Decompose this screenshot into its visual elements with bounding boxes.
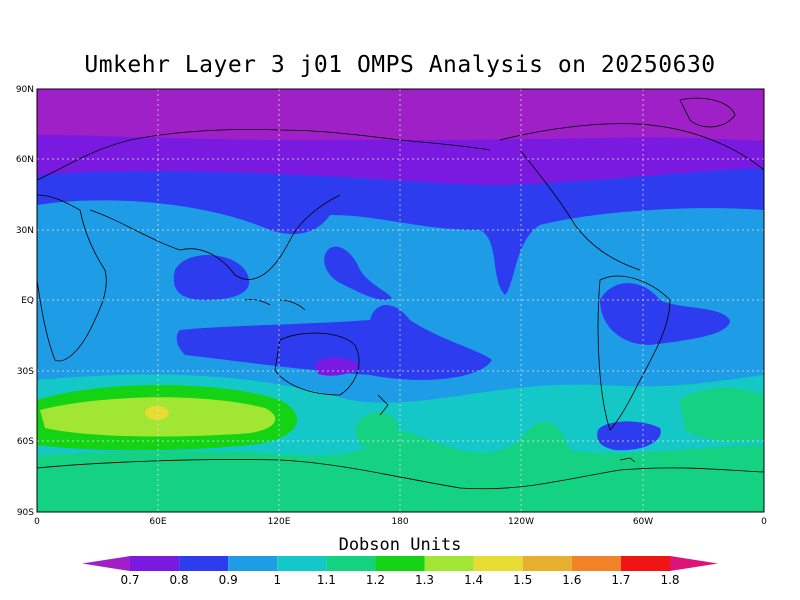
colorbar-swatch xyxy=(179,556,229,571)
colorbar-left-triangle xyxy=(82,556,130,571)
colorbar-swatch xyxy=(326,556,376,571)
colorbar-swatch xyxy=(522,556,572,571)
zone-indian-max-peak xyxy=(145,406,169,420)
coastlines xyxy=(37,97,764,490)
colorbar-tick-label: 0.9 xyxy=(219,573,238,587)
colorbar-tick-label: 1.7 xyxy=(611,573,630,587)
colorbar-tick-label: 1.6 xyxy=(562,573,581,587)
colorbar-swatch xyxy=(424,556,474,571)
zone-south-polar xyxy=(37,421,764,512)
lat-tick-label: 60N xyxy=(16,155,34,165)
colorbar-swatch xyxy=(571,556,621,571)
lon-tick-label: 120W xyxy=(508,517,534,527)
colorbar-swatch xyxy=(130,556,180,571)
zone-drake-lobe xyxy=(597,421,661,451)
lat-tick-label: 30S xyxy=(17,367,34,377)
plot-frame xyxy=(36,88,765,513)
lon-tick-label: 60W xyxy=(633,517,653,527)
lon-tick-label: 60E xyxy=(149,517,166,527)
colorbar-tick-label: 1.8 xyxy=(660,573,679,587)
colorbar-tick-label: 1.4 xyxy=(464,573,483,587)
zone-south-america-lobe xyxy=(600,283,730,345)
zone-south-pacific-bump xyxy=(355,412,399,447)
colorbar-label: Dobson Units xyxy=(338,535,462,555)
lat-tick-label: 90N xyxy=(16,85,34,95)
lat-tick-label: EQ xyxy=(21,296,34,306)
zone-asia-lobe xyxy=(173,255,250,300)
zone-nw-pacific-lobe xyxy=(324,246,392,300)
zone-north-polar xyxy=(37,89,764,141)
lon-tick-label: 0 xyxy=(761,517,767,527)
lat-tick-label: 90S xyxy=(17,508,34,518)
colorbar-tick-label: 1.1 xyxy=(317,573,336,587)
map-title: Umkehr Layer 3 j01 OMPS Analysis on 2025… xyxy=(84,52,716,78)
lon-tick-label: 120E xyxy=(268,517,291,527)
contour-field xyxy=(37,89,764,512)
colorbar-tick-label: 1 xyxy=(273,573,281,587)
colorbar-tick-label: 0.8 xyxy=(170,573,189,587)
colorbar-swatch xyxy=(277,556,327,571)
lon-tick-label: 0 xyxy=(34,517,40,527)
zone-south-indian-band xyxy=(176,305,492,380)
colorbar-tick-label: 1.3 xyxy=(415,573,434,587)
colorbar-swatch xyxy=(228,556,278,571)
lon-axis: 0 60E 120E 180 120W 60W 0 xyxy=(34,517,767,527)
colorbar-swatch xyxy=(620,556,670,571)
lon-tick-label: 180 xyxy=(391,517,408,527)
colorbar-tick-label: 1.2 xyxy=(366,573,385,587)
colorbar-swatch xyxy=(375,556,425,571)
gridlines xyxy=(37,89,764,512)
colorbar: 0.7 0.8 0.9 1 1.1 1.2 1.3 1.4 1.5 1.6 1.7 1.8 xyxy=(82,556,718,587)
lat-tick-label: 60S xyxy=(17,437,34,447)
lat-axis: 90N 60N 30N EQ 30S 60S 90S xyxy=(16,85,34,518)
lat-tick-label: 30N xyxy=(16,226,34,236)
colorbar-tick-label: 0.7 xyxy=(120,573,139,587)
colorbar-right-triangle xyxy=(670,556,718,571)
zone-south-atlantic-bump xyxy=(680,388,764,442)
colorbar-swatch xyxy=(473,556,523,571)
colorbar-tick-label: 1.5 xyxy=(513,573,532,587)
